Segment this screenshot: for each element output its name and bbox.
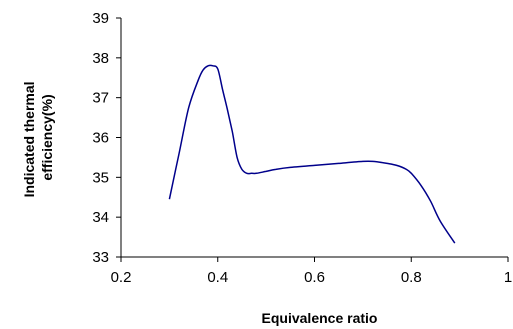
- x-tick-label: 0.2: [111, 269, 132, 286]
- y-tick-label: 36: [92, 130, 109, 147]
- series-line: [168, 64, 456, 244]
- y-tick-label: 35: [92, 169, 109, 186]
- x-axis-title: Equivalence ratio: [262, 310, 378, 326]
- plot-area: 0.2 0.4 0.6 0.8 1 33 34 35 36 37 38 39: [92, 10, 512, 286]
- y-axis-title: Indicated thermal efficiency(%): [21, 78, 55, 198]
- y-tick-label: 37: [92, 90, 109, 107]
- x-tick-label: 1: [504, 269, 512, 286]
- y-tick-label: 39: [92, 10, 109, 27]
- x-tick-label: 0.4: [207, 269, 228, 286]
- tick-labels: 0.2 0.4 0.6 0.8 1 33 34 35 36 37 38 39: [92, 10, 512, 286]
- y-tick-label: 34: [92, 209, 109, 226]
- y-tick-label: 38: [92, 50, 109, 67]
- ticks: [116, 17, 509, 262]
- x-tick-label: 0.6: [304, 269, 325, 286]
- y-axis-title-line-2: efficiency(%): [39, 94, 55, 180]
- x-tick-label: 0.8: [401, 269, 422, 286]
- y-tick-label: 33: [92, 249, 109, 266]
- y-axis-title-line-1: Indicated thermal: [21, 81, 37, 197]
